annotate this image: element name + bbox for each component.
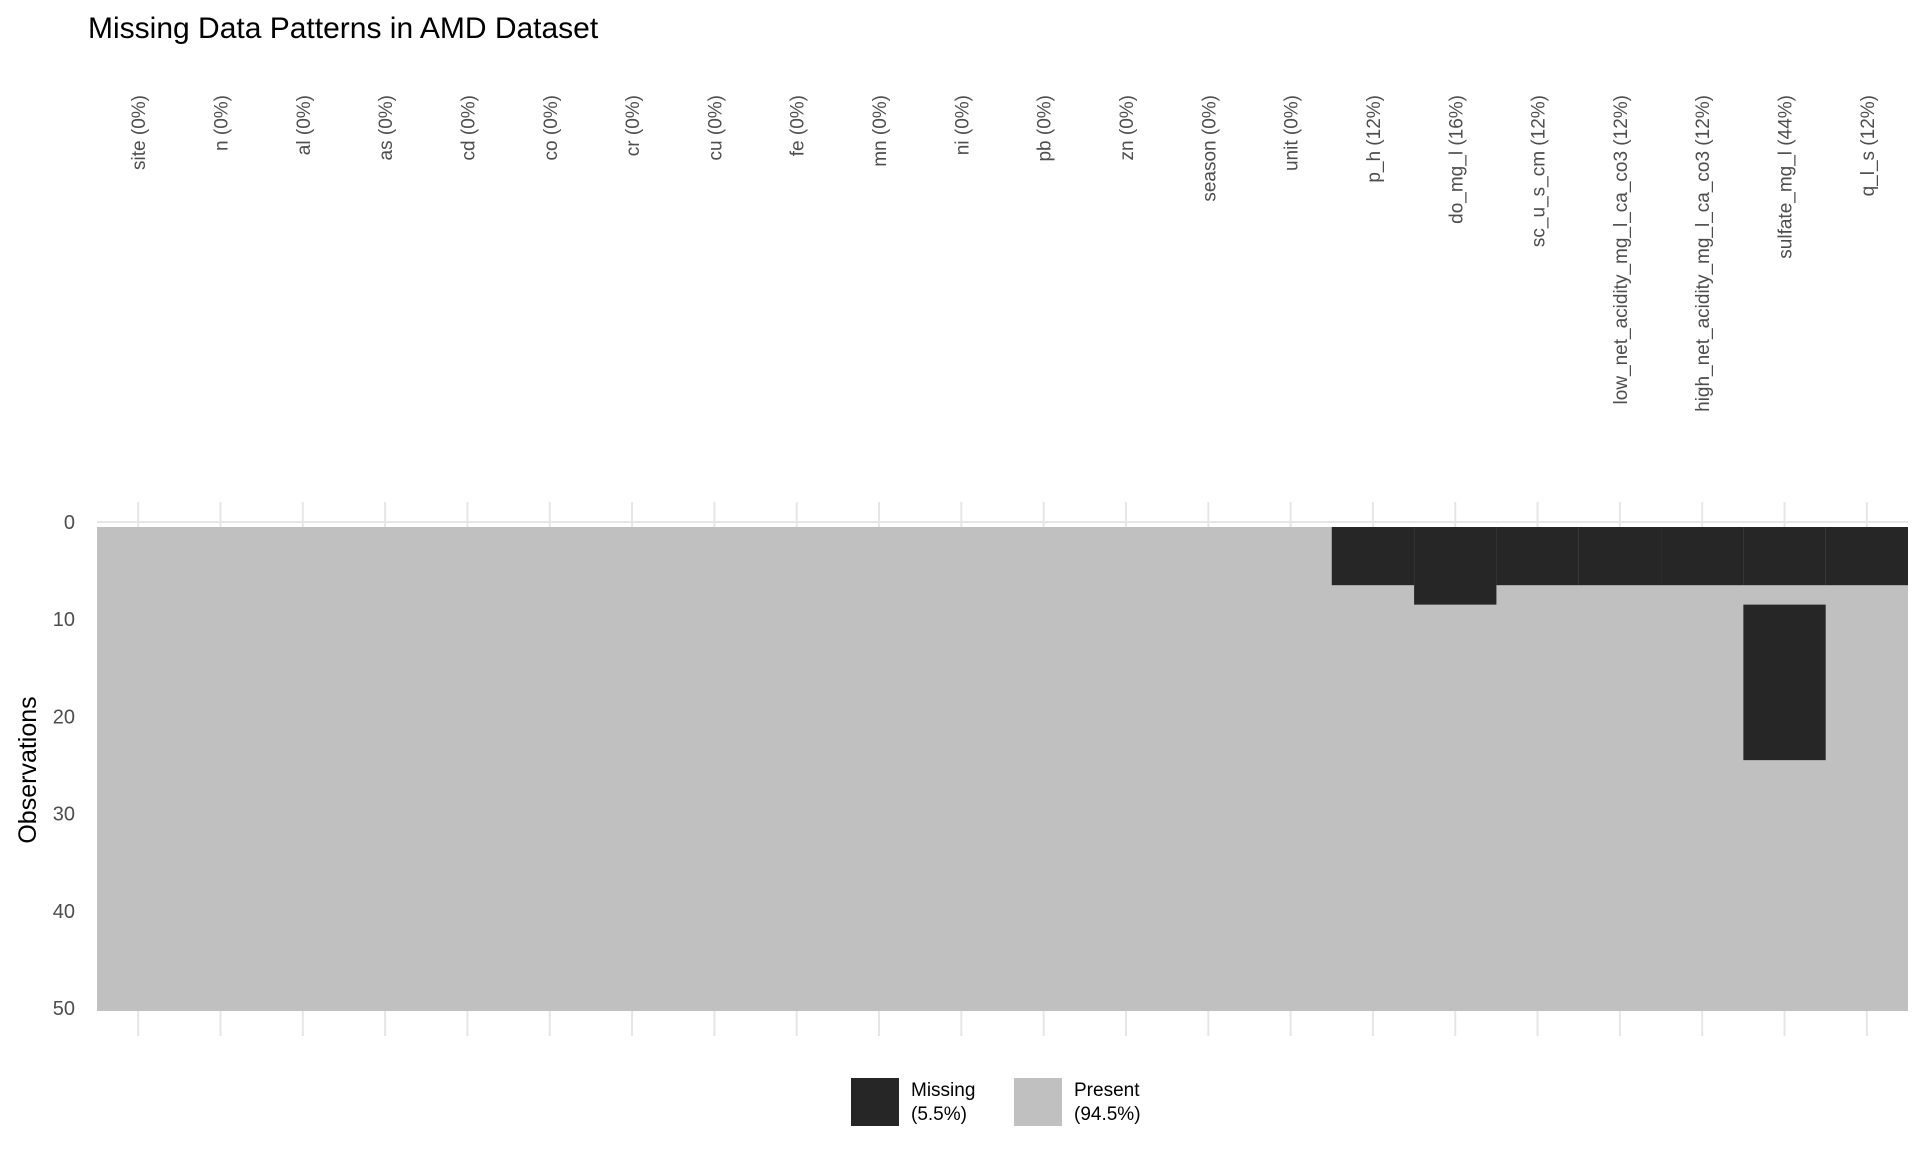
column-label: p_h (12%) (1364, 95, 1385, 183)
legend-swatch-missing (851, 1078, 899, 1126)
column-labels: site (0%) n (0%) al (0%) as (0%) cd (0%) co (… (129, 95, 1879, 412)
column-label: zn (0%) (1117, 95, 1138, 160)
chart-title: Missing Data Patterns in AMD Dataset (88, 12, 599, 45)
column-label: cu (0%) (705, 95, 726, 160)
column-label: unit (0%) (1282, 95, 1303, 171)
column-label: n (0%) (211, 95, 232, 151)
missing-cell-block (1661, 527, 1744, 586)
column-label: sc_u_s_cm (12%) (1529, 95, 1550, 247)
column-label: low_net_acidity_mg_l_ca_co3 (12%) (1611, 95, 1632, 404)
legend-label-present: Present (1074, 1080, 1140, 1101)
column-label: site (0%) (129, 95, 150, 170)
heatmap-cells (97, 527, 1908, 1011)
missing-cell-block (1331, 527, 1415, 586)
missing-cell-block (1414, 527, 1497, 605)
missing-cell-block (1825, 527, 1908, 586)
y-tick-label: 40 (53, 901, 75, 923)
column-label: ni (0%) (952, 95, 973, 155)
column-label: fe (0%) (788, 95, 809, 156)
y-tick-label: 50 (53, 998, 75, 1020)
column-label: do_mg_l (16%) (1446, 95, 1467, 224)
legend-percent-present: (94.5%) (1074, 1104, 1141, 1125)
missing-cell-block (1578, 527, 1662, 586)
column-label: sulfate_mg_l (44%) (1776, 95, 1797, 259)
y-tick-label: 0 (64, 512, 75, 534)
column-label: high_net_acidity_mg_l_ca_co3 (12%) (1693, 95, 1714, 412)
legend-label-missing: Missing (911, 1080, 975, 1101)
legend-swatch-present (1014, 1078, 1062, 1126)
column-label: as (0%) (376, 95, 397, 160)
missing-cell-block (1496, 527, 1579, 586)
column-label: q_l_s (12%) (1858, 95, 1879, 196)
missing-cell-block (1743, 604, 1826, 761)
column-label: cd (0%) (458, 95, 479, 160)
column-label: pb (0%) (1035, 95, 1056, 162)
legend: Missing (5.5%) Present (94.5%) (851, 1078, 1141, 1126)
y-tick-label: 10 (53, 609, 75, 631)
column-label: al (0%) (294, 95, 315, 155)
column-label: co (0%) (541, 95, 562, 160)
y-tick-label: 30 (53, 804, 75, 826)
present-area (97, 527, 1908, 1011)
y-tick-labels: 0 10 20 30 40 50 (53, 512, 75, 1020)
legend-percent-missing: (5.5%) (911, 1104, 967, 1125)
column-label: mn (0%) (870, 95, 891, 167)
column-label: season (0%) (1199, 95, 1220, 202)
y-axis-label: Observations (14, 696, 42, 843)
missing-cell-block (1743, 527, 1826, 586)
column-label: cr (0%) (623, 95, 644, 156)
y-tick-label: 20 (53, 706, 75, 728)
